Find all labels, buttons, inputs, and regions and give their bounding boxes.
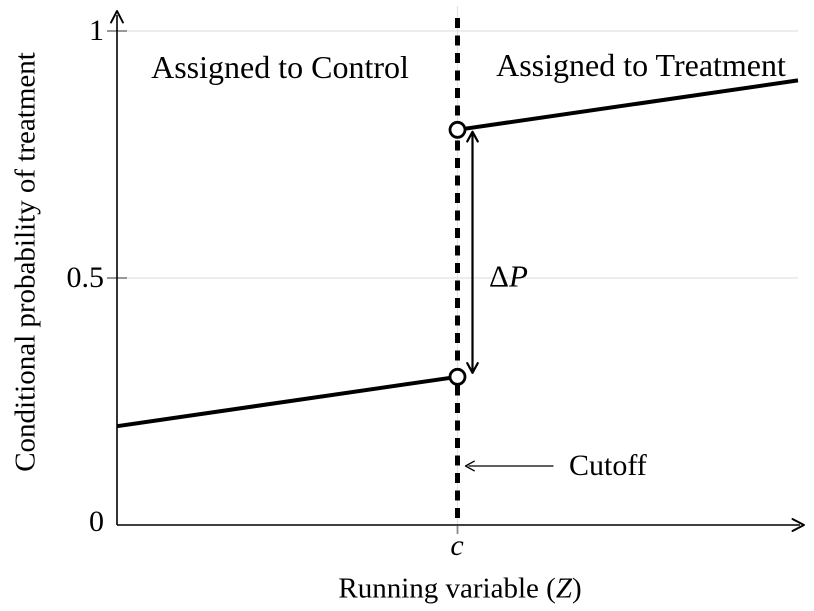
jump-arrowhead-up (466, 130, 479, 143)
running-variable-symbol: Z (555, 572, 572, 605)
control-line (116, 374, 458, 429)
treatment-open-point (448, 120, 467, 139)
y-tick-label-0-5: 0.5 (66, 261, 105, 294)
y-axis-arrowhead (110, 10, 124, 24)
x-axis-arrowhead (791, 518, 805, 532)
x-tick-label-c: c (450, 529, 464, 562)
treatment-line (457, 78, 799, 132)
control-open-point (448, 367, 467, 386)
delta-symbol: Δ (489, 258, 509, 294)
region-label-control: Assigned to Control (151, 49, 409, 85)
y-tick-label-1: 1 (89, 14, 104, 47)
cutoff-annotation-label: Cutoff (569, 449, 647, 482)
x-axis-title-text: Running variable ( (338, 572, 556, 605)
y-tick-label-0: 0 (89, 505, 104, 538)
jump-arrowhead-down (466, 362, 479, 374)
y-axis-title: Conditional probability of treatment (9, 52, 42, 472)
probability-symbol: P (508, 258, 528, 294)
region-label-treatment: Assigned to Treatment (496, 47, 786, 83)
x-axis-title-paren: ) (571, 572, 582, 605)
jump-size-label: ΔP (489, 261, 528, 292)
x-axis-title: Running variable (Z) (338, 572, 582, 605)
cutoff-arrowhead (464, 460, 475, 472)
